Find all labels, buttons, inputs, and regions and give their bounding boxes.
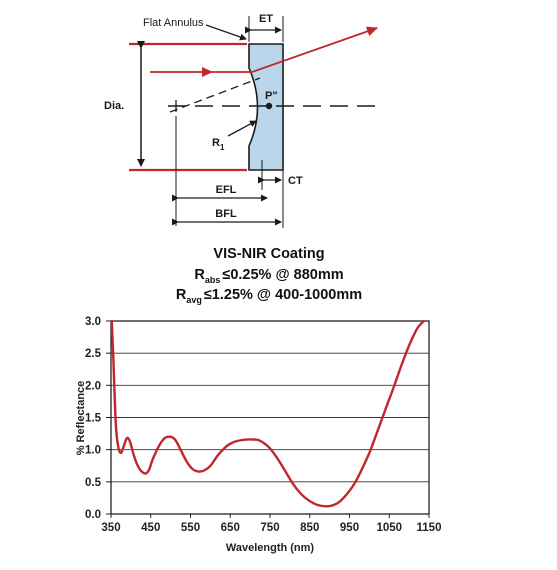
x-tick-label: 350 [101, 522, 120, 534]
y-tick-label: 1.5 [85, 413, 102, 425]
efl-label: EFL [216, 184, 237, 196]
dia-label: Dia. [104, 100, 124, 112]
x-tick-label: 1050 [376, 522, 402, 534]
x-axis-ticks: 350 450 550 650 750 850 950 1050 1150 [101, 514, 441, 534]
x-tick-label: 650 [221, 522, 240, 534]
coating-line-3-rest: ≤1.25% @ 400-1000mm [204, 287, 362, 303]
flat-annulus-leader [205, 24, 247, 41]
chart-grid [111, 352, 429, 483]
x-tick-label: 450 [141, 522, 160, 534]
reflectance-curve [110, 319, 425, 508]
y-tick-label: 0.5 [85, 477, 102, 489]
ct-label: CT [288, 175, 303, 187]
coating-line-3: Ravg ≤1.25% @ 400-1000mm [176, 287, 362, 305]
coating-line-3-main: R [176, 287, 187, 303]
bfl-label: BFL [215, 208, 237, 220]
lens-diagram: Flat Annulus ET Dia. P" R1 CT EFL BFL [104, 13, 382, 228]
coating-line-2: Rabs ≤0.25% @ 880mm [194, 267, 343, 285]
flat-annulus-label: Flat Annulus [143, 17, 204, 29]
x-tick-label: 950 [340, 522, 359, 534]
y-tick-label: 3.0 [85, 316, 101, 328]
coating-line-2-sub: abs [205, 275, 221, 285]
y-axis-ticks: 0.0 0.5 1.0 1.5 2.0 2.5 3.0 [85, 316, 111, 521]
x-tick-label: 1150 [417, 522, 442, 534]
reflectance-chart: 350 450 550 650 750 850 950 1050 1150 0.0 0.5 1.0 1… [75, 316, 441, 554]
r1-leader [227, 120, 257, 137]
x-tick-label: 750 [260, 522, 279, 534]
coating-line-2-rest: ≤0.25% @ 880mm [222, 267, 343, 283]
virtual-ray [169, 77, 261, 113]
coating-title: VIS-NIR Coating Rabs ≤0.25% @ 880mm Ravg ≤… [176, 246, 362, 305]
y-axis-title: % Reflectance [75, 381, 87, 456]
p-label: P" [265, 90, 278, 102]
y-tick-label: 2.0 [85, 380, 101, 392]
r-main: R [212, 137, 220, 149]
y-tick-label: 0.0 [85, 509, 101, 521]
x-tick-label: 550 [181, 522, 200, 534]
r-sub: 1 [220, 143, 225, 152]
x-axis-title: Wavelength (nm) [226, 542, 315, 554]
coating-line-1: VIS-NIR Coating [213, 246, 324, 262]
y-tick-label: 2.5 [85, 348, 102, 360]
coating-line-2-main: R [194, 267, 205, 283]
coating-line-3-sub: avg [186, 295, 202, 305]
principal-point-dot [265, 102, 273, 110]
et-label: ET [259, 13, 273, 25]
x-tick-label: 850 [300, 522, 319, 534]
y-tick-label: 1.0 [85, 445, 101, 457]
exiting-ray [251, 26, 378, 73]
r-label: R1 [212, 137, 225, 152]
